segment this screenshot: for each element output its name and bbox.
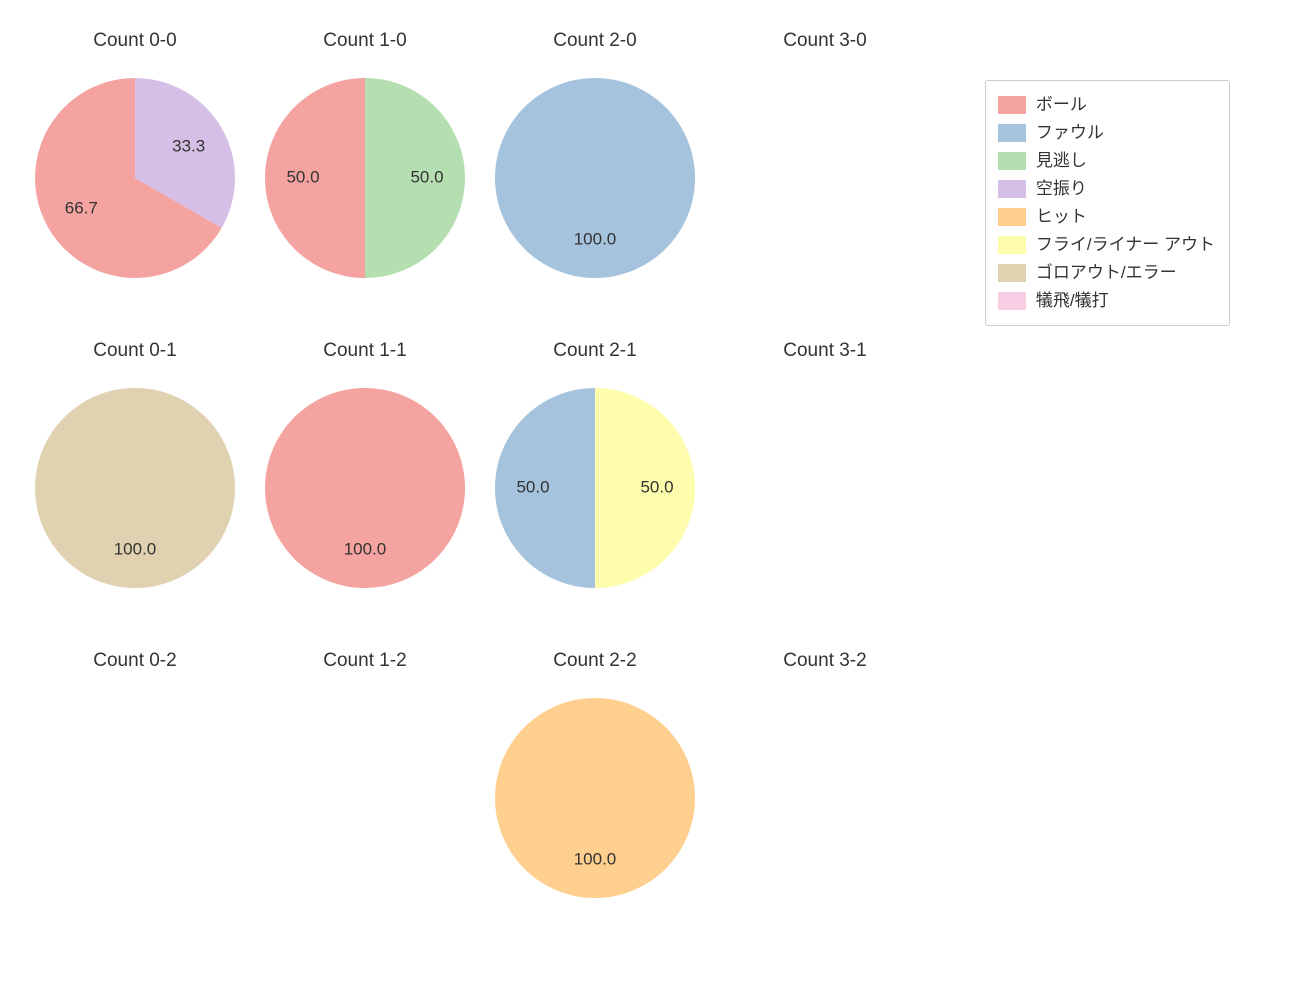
legend-swatch <box>998 292 1026 310</box>
legend-item-hit: ヒット <box>998 203 1215 231</box>
pie-slice-label: 100.0 <box>344 539 387 558</box>
legend-swatch <box>998 96 1026 114</box>
legend-label: フライ/ライナー アウト <box>1036 231 1215 259</box>
pie-chart: 100.0 <box>265 388 465 588</box>
legend-item-groundout: ゴロアウト/エラー <box>998 259 1215 287</box>
pie-cell-c11: Count 1-1 100.0 <box>250 330 480 640</box>
legend: ボールファウル見逃し空振りヒットフライ/ライナー アウトゴロアウト/エラー犠飛/… <box>985 80 1230 326</box>
pie-cell-c00: Count 0-0 66.7 33.3 <box>20 20 250 330</box>
pie-title: Count 0-1 <box>20 340 250 362</box>
pie-slice-label: 100.0 <box>574 229 617 248</box>
pie-cell-c21: Count 2-1 50.0 50.0 <box>480 330 710 640</box>
legend-swatch <box>998 208 1026 226</box>
legend-item-looking: 見逃し <box>998 147 1215 175</box>
legend-swatch <box>998 152 1026 170</box>
pie-slice-label: 33.3 <box>172 136 205 155</box>
pie-slice-label: 50.0 <box>516 477 549 496</box>
pie-chart: 50.0 50.0 <box>495 388 695 588</box>
pie-chart: 66.7 33.3 <box>35 78 235 278</box>
pie-cell-c31: Count 3-1 <box>710 330 940 640</box>
pie-title: Count 1-0 <box>250 30 480 52</box>
legend-swatch <box>998 264 1026 282</box>
legend-label: ヒット <box>1036 203 1087 231</box>
legend-label: ファウル <box>1036 119 1104 147</box>
pie-title: Count 0-0 <box>20 30 250 52</box>
pie-chart: 100.0 <box>495 698 695 898</box>
pie-title: Count 1-1 <box>250 340 480 362</box>
legend-item-flyout: フライ/ライナー アウト <box>998 231 1215 259</box>
legend-swatch <box>998 236 1026 254</box>
pie-chart: 50.0 50.0 <box>265 78 465 278</box>
pie-chart: 100.0 <box>35 388 235 588</box>
pie-title: Count 2-2 <box>480 650 710 672</box>
pie-chart: 100.0 <box>495 78 695 278</box>
pie-title: Count 3-0 <box>710 30 940 52</box>
legend-label: 犠飛/犠打 <box>1036 287 1109 315</box>
pie-cell-c02: Count 0-2 <box>20 640 250 950</box>
legend-item-sac: 犠飛/犠打 <box>998 287 1215 315</box>
legend-label: 見逃し <box>1036 147 1087 175</box>
pie-cell-c22: Count 2-2 100.0 <box>480 640 710 950</box>
pie-cell-c30: Count 3-0 <box>710 20 940 330</box>
pie-cell-c10: Count 1-0 50.0 50.0 <box>250 20 480 330</box>
legend-label: ゴロアウト/エラー <box>1036 259 1177 287</box>
pie-cell-c12: Count 1-2 <box>250 640 480 950</box>
legend-item-foul: ファウル <box>998 119 1215 147</box>
legend-swatch <box>998 124 1026 142</box>
pie-title: Count 2-0 <box>480 30 710 52</box>
chart-canvas: Count 0-066.733.3Count 1-050.050.0Count … <box>0 0 1300 1000</box>
pie-slice-label: 66.7 <box>65 199 98 218</box>
legend-swatch <box>998 180 1026 198</box>
pie-slice-label: 50.0 <box>410 167 443 186</box>
pie-cell-c01: Count 0-1 100.0 <box>20 330 250 640</box>
pie-slice-label: 50.0 <box>640 477 673 496</box>
pie-title: Count 1-2 <box>250 650 480 672</box>
pie-title: Count 3-1 <box>710 340 940 362</box>
legend-item-swing: 空振り <box>998 175 1215 203</box>
pie-grid: Count 0-066.733.3Count 1-050.050.0Count … <box>20 20 940 950</box>
legend-label: 空振り <box>1036 175 1087 203</box>
pie-slice-label: 50.0 <box>286 167 319 186</box>
legend-label: ボール <box>1036 91 1087 119</box>
legend-item-ball: ボール <box>998 91 1215 119</box>
pie-title: Count 2-1 <box>480 340 710 362</box>
pie-slice-label: 100.0 <box>574 849 617 868</box>
pie-title: Count 0-2 <box>20 650 250 672</box>
pie-title: Count 3-2 <box>710 650 940 672</box>
pie-cell-c32: Count 3-2 <box>710 640 940 950</box>
pie-slice-label: 100.0 <box>114 539 157 558</box>
pie-cell-c20: Count 2-0 100.0 <box>480 20 710 330</box>
